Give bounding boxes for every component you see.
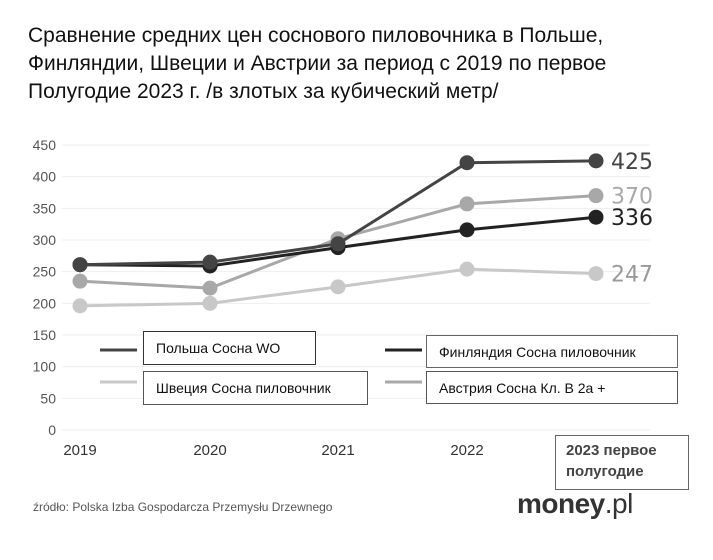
y-tick-label: 50: [40, 390, 56, 406]
y-tick-label: 300: [33, 232, 57, 248]
y-tick-label: 350: [33, 200, 57, 216]
x-tick-label: 2022: [450, 442, 483, 459]
data-point: [459, 196, 475, 212]
x-tick-label: 2020: [193, 442, 226, 459]
data-point: [72, 257, 88, 273]
chart-title: Сравнение средних цен соснового пиловочн…: [28, 24, 607, 103]
data-point: [202, 254, 218, 270]
y-tick-label: 400: [33, 169, 57, 185]
x-tick-label: 2021: [321, 442, 354, 459]
data-point: [459, 222, 475, 238]
data-point: [202, 295, 218, 311]
data-point: [72, 273, 88, 289]
data-point: [588, 209, 604, 225]
y-tick-label: 200: [33, 295, 57, 311]
x-tick-label: 2019: [63, 442, 96, 459]
legend-label-sweden: Швеция Сосна пиловочник: [143, 371, 368, 405]
legend-label-poland: Польша Сосна WO: [143, 331, 316, 365]
end-value-label: 336: [611, 206, 653, 231]
data-point: [459, 155, 475, 171]
data-point: [459, 261, 475, 277]
legend-label-finland: Финляндия Сосна пиловочник: [426, 335, 678, 368]
y-tick-label: 0: [48, 422, 56, 438]
data-point: [588, 153, 604, 169]
data-point: [202, 280, 218, 296]
end-value-label: 247: [611, 263, 653, 288]
data-point: [72, 298, 88, 314]
data-point: [588, 266, 604, 282]
y-tick-label: 250: [33, 264, 57, 280]
money-pl-logo: money.pl: [517, 488, 633, 519]
data-point: [588, 188, 604, 204]
data-point: [330, 279, 346, 295]
end-value-label: 425: [611, 150, 653, 175]
y-tick-label: 450: [33, 137, 57, 153]
category-label-2023-h1: 2023 первое полугодие: [555, 435, 689, 490]
end-value-label: 370: [611, 185, 653, 210]
data-point: [330, 236, 346, 252]
y-tick-label: 150: [33, 327, 57, 343]
legend-label-austria: Австрия Сосна Кл. B 2a +: [426, 371, 678, 404]
y-tick-label: 100: [33, 359, 57, 375]
source-note: źródło: Polska Izba Gospodarcza Przemysł…: [33, 500, 333, 514]
